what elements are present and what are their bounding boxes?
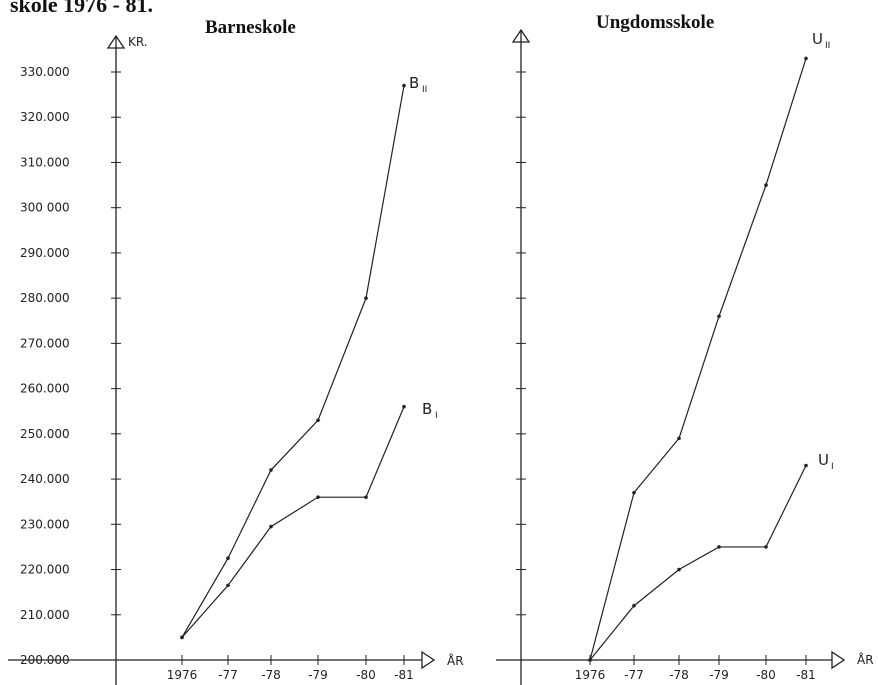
data-point: [180, 635, 184, 640]
y-tick-label: 320.000: [20, 110, 70, 124]
y-tick-label: 220.000: [20, 563, 70, 577]
data-point: [764, 183, 768, 187]
data-point: [226, 583, 230, 588]
series-line: [589, 58, 807, 661]
data-point: [717, 314, 721, 319]
series-label-subscript: II: [422, 85, 427, 95]
data-point: [632, 490, 636, 495]
y-tick-label: 250.000: [20, 427, 70, 441]
x-tick-label: -81: [796, 668, 816, 682]
x-tick-label: -80: [756, 668, 776, 682]
x-tick-label: -78: [261, 668, 281, 682]
data-point: [588, 658, 592, 662]
chart-title-barneskole: Barneskole: [205, 17, 296, 38]
chart-ungdomsskole: Ungdomsskole ÅR 1976 -77 -78 -79 -80 -81U IIU I: [496, 12, 874, 685]
data-point: [717, 545, 721, 549]
data-point: [316, 418, 320, 423]
x-axis-label-left: ÅR: [447, 653, 464, 668]
series-label-subscript: II: [825, 41, 830, 51]
data-point: [804, 56, 808, 61]
series-label-subscript: I: [435, 411, 438, 421]
y-tick-label: 230.000: [20, 517, 70, 531]
x-tick-label: -79: [709, 668, 729, 682]
chart-title-ungdomsskole: Ungdomsskole: [596, 12, 714, 33]
data-point: [764, 545, 768, 549]
series-line: [181, 406, 405, 638]
data-point: [804, 463, 808, 468]
data-point: [364, 495, 368, 499]
y-tick-label: 300 000: [20, 201, 70, 215]
series-line: [589, 465, 807, 661]
series-label: B: [409, 74, 419, 92]
series-label: U: [812, 30, 823, 48]
x-axis-arrow: [421, 650, 436, 670]
x-tick-label: -81: [394, 668, 414, 682]
x-tick-label: 1976: [167, 668, 198, 682]
x-tick-label: -78: [669, 668, 689, 682]
data-point: [677, 436, 681, 441]
y-tick-label: 210.000: [20, 608, 70, 622]
header-fragment: skole 1976 - 81.: [10, 0, 153, 17]
data-point: [402, 404, 406, 409]
y-tick-label: 270.000: [20, 336, 70, 350]
chart-barneskole: Barneskole KR. ÅR 200.000 210.000 220.000 2…: [8, 17, 464, 685]
x-tick-label: 1976: [575, 668, 606, 682]
y-tick-label: 310.000: [20, 155, 70, 169]
series-label-subscript: I: [831, 462, 834, 472]
y-tick-label: 260.000: [20, 382, 70, 396]
x-tick-label: -79: [308, 668, 328, 682]
x-tick-label: -77: [218, 668, 238, 682]
y-tick-label: 280.000: [20, 291, 70, 305]
data-point: [364, 296, 368, 300]
y-tick-label: 240.000: [20, 472, 70, 486]
y-axis-label: KR.: [128, 35, 148, 49]
y-axis-arrow: [106, 34, 126, 49]
data-point: [402, 83, 406, 88]
y-tick-label: 330.000: [20, 65, 70, 79]
y-tick-label: 200.000: [20, 653, 70, 667]
series-line: [181, 85, 405, 638]
y-tick-label: 290.000: [20, 246, 70, 260]
data-point: [226, 556, 230, 561]
x-axis-arrow: [831, 650, 846, 670]
data-point: [677, 567, 681, 572]
y-axis-arrow: [511, 28, 531, 43]
x-axis-label-right: ÅR: [857, 652, 874, 667]
series-label: B: [422, 400, 432, 418]
data-point: [269, 524, 273, 529]
series-label: U: [818, 451, 829, 469]
data-point: [316, 495, 320, 499]
data-point: [269, 468, 273, 472]
data-point: [632, 603, 636, 608]
x-tick-label: -77: [624, 668, 644, 682]
x-tick-label: -80: [356, 668, 376, 682]
